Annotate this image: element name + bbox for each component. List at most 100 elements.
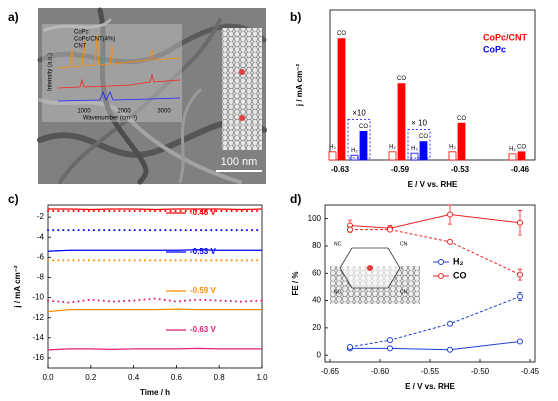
x-tick-label: -0.60: [371, 367, 390, 376]
bar: [448, 151, 457, 161]
panel-label: c): [8, 192, 19, 206]
x-tick-label: 1.0: [256, 373, 268, 382]
inset-xlabel: Wavenumber (cm⁻¹): [83, 116, 137, 122]
molecule-inset: NC NC CN CN: [330, 241, 420, 304]
bar: [457, 122, 466, 161]
cobalt: [239, 69, 245, 75]
inset-ylabel: Intensity (a.u.): [48, 53, 54, 91]
marker: [517, 271, 523, 278]
bar: [410, 152, 419, 161]
marker: [517, 219, 523, 226]
legend-label: -0.59 V: [190, 286, 216, 295]
series-line: [47, 347, 262, 351]
series-line: [47, 249, 262, 252]
legend-marker: [438, 273, 444, 279]
legend-label: CO: [453, 270, 467, 280]
bar: [388, 151, 397, 161]
chart: c) Time / h j / mA cm⁻² -2 -4 -6 -8 -10 -12 -14 -1…: [8, 192, 268, 397]
bar-label: H₂: [329, 144, 336, 150]
x-tick-label: -0.50: [471, 367, 490, 376]
panel-label: b): [290, 10, 301, 24]
y-tick-label: 40: [312, 296, 321, 305]
substituent: NC: [334, 241, 342, 247]
x-tick-label: -0.53: [451, 165, 470, 174]
y-tick-label: 0: [317, 350, 322, 359]
inset-legend: CNT: [74, 44, 87, 50]
inset-legend: CoPc/CNT(4%): [74, 37, 115, 43]
x-tick-label: -0.46: [511, 165, 530, 174]
legend-label: CoPc/CNT: [483, 32, 528, 42]
bar-label: H₂: [449, 144, 456, 150]
nanotubes: [37, 7, 267, 185]
series-line: [48, 208, 263, 211]
scale-note: ×10: [352, 108, 366, 117]
x-tick-label: -0.63: [331, 165, 350, 174]
series-line: [47, 308, 262, 313]
marker: [347, 343, 353, 350]
chart: d) E / V vs. RHE FE / % 0 20 40 60 80 100 -0.65 -0…: [290, 192, 540, 391]
bar-label: H₂: [351, 148, 358, 154]
spectra: [57, 34, 181, 102]
y-tick-label: -2: [37, 212, 45, 221]
legend-label: CoPc: [483, 44, 506, 54]
marker: [517, 293, 523, 300]
y-tick-label: 20: [312, 323, 321, 332]
series-line: [349, 214, 521, 229]
panel-a: a) CoPc CoPc/CNT(4%) CNT Intensity (a.u.…: [8, 7, 267, 185]
plot-frame: [47, 204, 263, 369]
legend-marker: [438, 259, 444, 265]
y-tick-label: 60: [312, 268, 321, 277]
bar: [419, 141, 428, 161]
graphene: [222, 28, 262, 150]
scale-note: × 10: [411, 119, 427, 128]
series-line: [350, 341, 521, 351]
series-line: [47, 297, 263, 304]
bar-label: CO: [397, 76, 406, 82]
marker: [447, 211, 453, 218]
bar: [508, 153, 517, 161]
y-tick-label: -12: [32, 313, 44, 322]
marker: [447, 238, 453, 245]
y-axis-label: FE / %: [291, 271, 300, 295]
marker: [387, 226, 393, 233]
x-tick-label: -0.55: [421, 367, 440, 376]
scale-label: 100 nm: [221, 156, 258, 168]
y-tick-label: -10: [32, 293, 44, 302]
series-line: [350, 229, 521, 276]
y-tick-label: 100: [308, 214, 322, 223]
bar-label: H₂: [509, 146, 516, 152]
y-tick-label: -4: [37, 232, 45, 241]
bar: [359, 130, 368, 161]
inset-tick: 1000: [77, 109, 91, 115]
x-tick-label: -0.45: [521, 367, 540, 376]
bar-label: CO: [359, 124, 368, 130]
legend-label: -0.63 V: [190, 325, 216, 334]
marker: [447, 346, 453, 353]
legend-label: -0.46 V: [190, 208, 216, 217]
scale-box: [407, 129, 431, 159]
inset-legend: CoPc: [74, 30, 89, 36]
marker: [347, 226, 353, 233]
y-tick-label: -6: [37, 252, 45, 261]
marker: [387, 337, 393, 344]
x-tick-label: 0.4: [128, 373, 140, 382]
bar-label: CO: [419, 134, 428, 140]
substituent: NC: [334, 289, 342, 295]
spectrum-inset: [42, 24, 182, 122]
x-tick-label: 0.2: [85, 373, 97, 382]
x-axis-label: Time / h: [140, 388, 170, 397]
bar-label: CO: [517, 144, 526, 150]
x-tick-label: -0.65: [321, 367, 340, 376]
plot-frame: [329, 9, 536, 161]
panel-label: a): [8, 10, 19, 24]
y-tick-label: -16: [32, 353, 44, 362]
x-axis-label: E / V vs. RHE: [408, 180, 458, 189]
y-axis-label: j / mA cm⁻²: [13, 265, 22, 308]
legend-label: -0.53 V: [190, 247, 216, 256]
x-tick-label: -0.59: [391, 165, 410, 174]
y-tick-label: -14: [32, 333, 44, 342]
cobalt: [239, 115, 245, 121]
x-tick-label: 0.8: [214, 373, 226, 382]
bar: [328, 151, 337, 161]
